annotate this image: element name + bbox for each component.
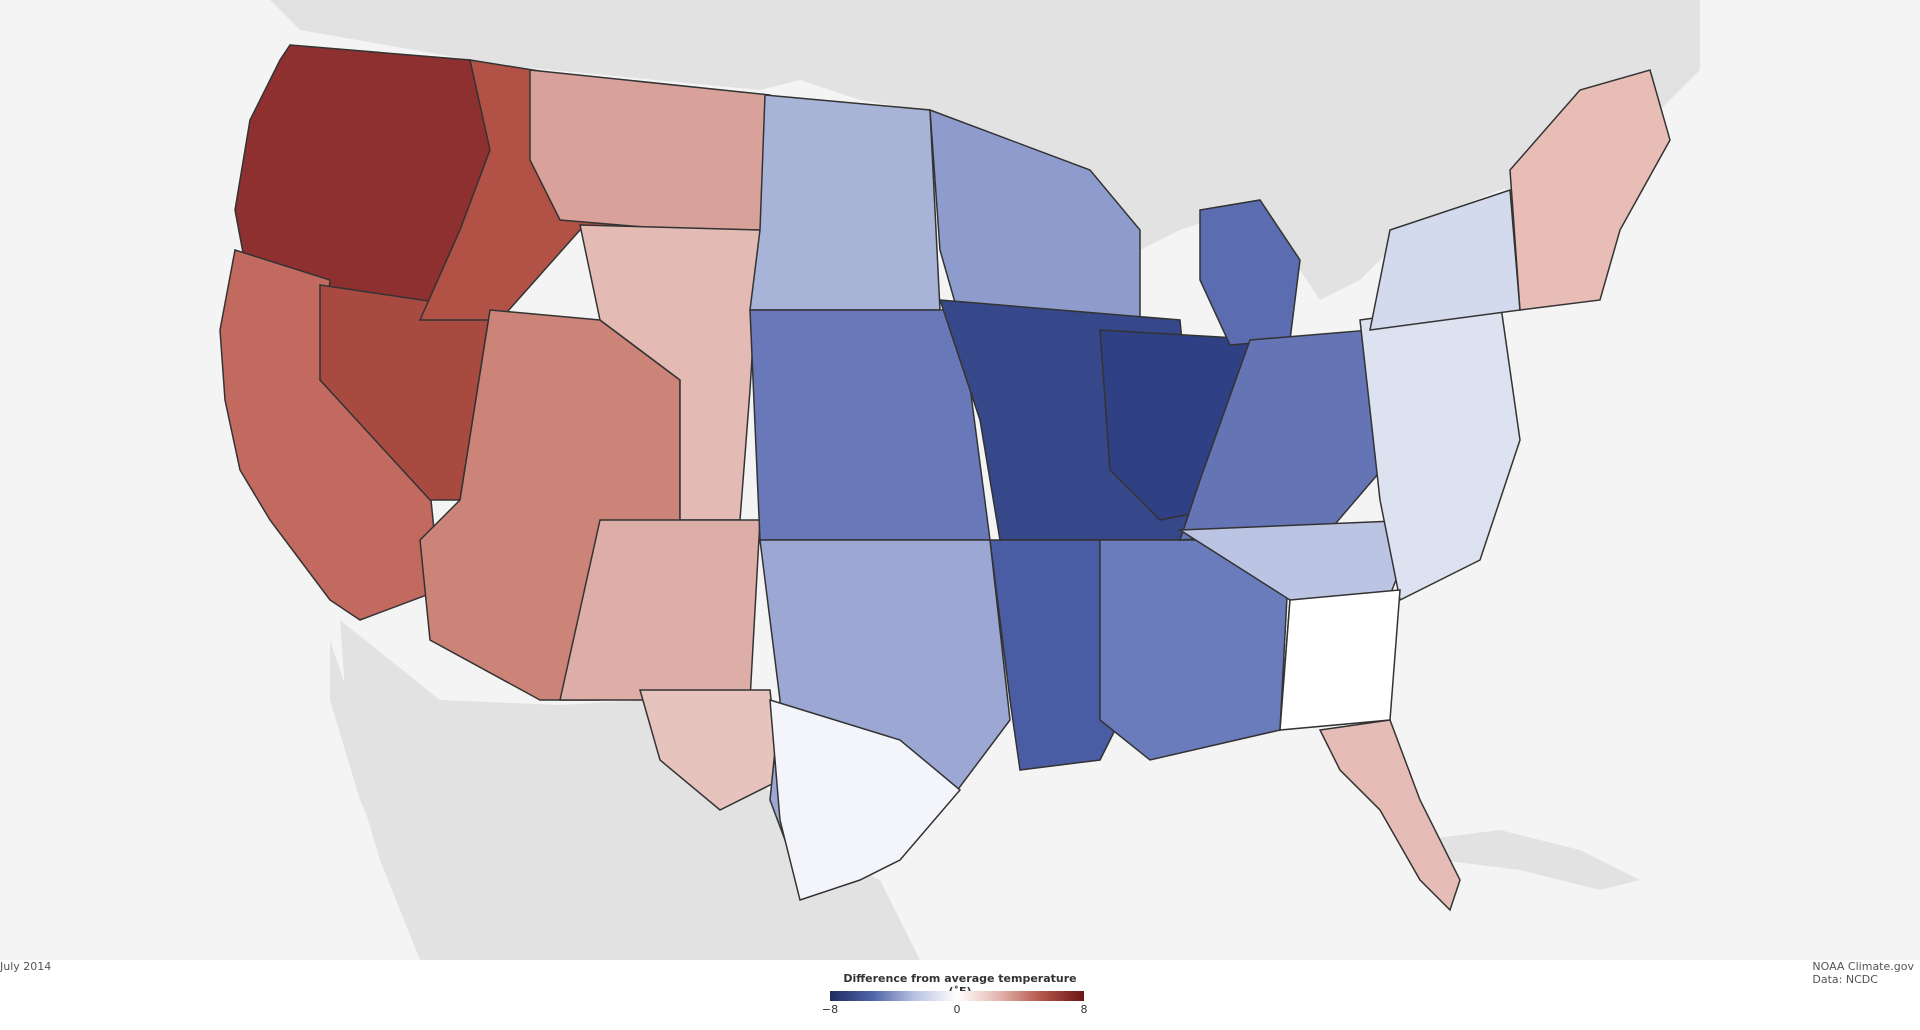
region-texas-west — [639, 689, 781, 811]
map-date-label: July 2014 — [0, 960, 52, 973]
region-nebraska-kansas — [749, 309, 991, 541]
legend-min-label: −8 — [821, 1003, 839, 1016]
region-south-carolina — [1279, 589, 1401, 731]
canada-landmass — [270, 0, 1700, 300]
map-credits: NOAA Climate.gov Data: NCDC — [1812, 960, 1914, 986]
credit-data-source: Data: NCDC — [1812, 973, 1878, 986]
credit-publisher: NOAA Climate.gov — [1812, 960, 1914, 973]
cuba-landmass — [1420, 830, 1640, 890]
legend-color-bar — [830, 991, 1084, 1001]
region-new-england — [1509, 69, 1671, 311]
region-montana-east — [529, 69, 771, 231]
region-texas-south — [769, 698, 962, 901]
legend-mid-label: 0 — [953, 1003, 961, 1016]
mexico-landmass — [340, 620, 920, 960]
region-dakotas — [749, 94, 941, 311]
color-legend: Difference from average temperature (˚F)… — [822, 972, 1090, 1028]
region-florida — [1318, 719, 1461, 912]
legend-max-label: 8 — [1080, 1003, 1088, 1016]
temperature-anomaly-map — [0, 0, 1920, 960]
